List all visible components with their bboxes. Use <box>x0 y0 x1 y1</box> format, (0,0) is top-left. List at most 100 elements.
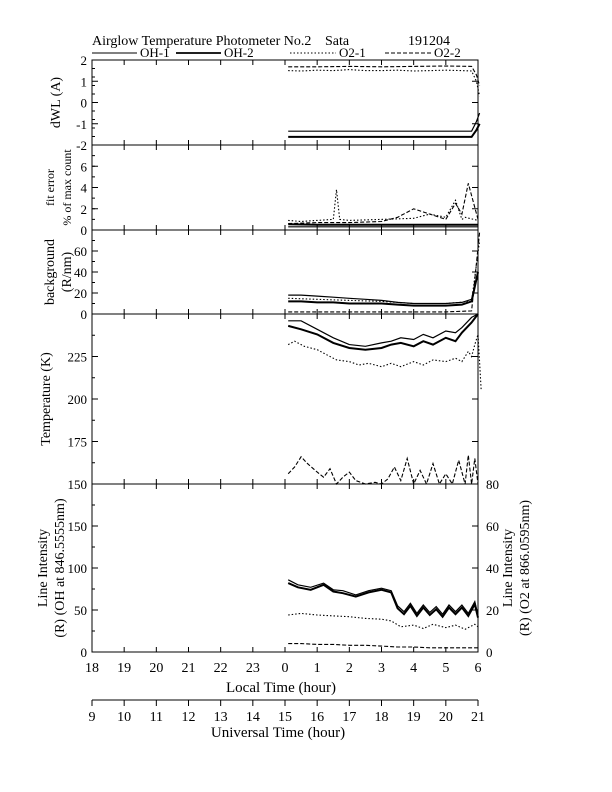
y-axis-label: fit error% of max count <box>43 149 74 226</box>
y-tick-label: 2 <box>81 53 88 68</box>
series-oh-2 <box>288 123 481 138</box>
y-tick-label: -1 <box>76 117 87 132</box>
universal-time-tick-label: 15 <box>278 710 292 725</box>
y-axis-label-line: (R/nm) <box>60 251 75 292</box>
panel-frame <box>91 59 479 146</box>
panel-dwl: 2 1 0 -1 -2 dWL (A) <box>49 53 481 153</box>
y-axis-label-line: fit error <box>43 169 57 206</box>
y-axis-label-line: background <box>43 239 58 305</box>
y-axis-label: Line Intensity (R) (OH at 846.5555nm) <box>36 498 68 638</box>
y-tick-label: 2 <box>81 202 88 217</box>
panel-frame <box>91 229 479 315</box>
y-tick-label: 60 <box>74 244 87 259</box>
y-tick-label: 0 <box>81 307 88 322</box>
y-tick-label: 100 <box>68 561 88 576</box>
panel-fit_error: 6 4 2 0 fit error% of max count <box>43 144 479 238</box>
local-time-tick-label: 3 <box>378 661 385 676</box>
y-tick-label: 4 <box>81 181 88 196</box>
universal-time-tick-label: 14 <box>246 710 260 725</box>
y-right-tick-label: 80 <box>486 477 499 492</box>
y-tick-label: 0 <box>81 223 88 238</box>
y-tick-label: -2 <box>76 138 87 153</box>
panel-temperature: 225 200 175 150 Temperature (K) <box>39 313 482 492</box>
universal-time-tick-label: 13 <box>214 710 228 725</box>
y-tick-label: 0 <box>81 96 88 111</box>
series-oh-2 <box>287 582 479 619</box>
panel-frame <box>91 144 479 231</box>
series-o2-1 <box>288 69 481 97</box>
legend-label-oh2: OH-2 <box>224 45 254 60</box>
y-right-axis-label-line: Line Intensity <box>501 529 516 607</box>
local-time-tick-label: 6 <box>475 661 482 676</box>
y-tick-label: 175 <box>68 435 88 450</box>
series-oh-1 <box>288 313 479 347</box>
y-tick-label: 200 <box>68 392 88 407</box>
local-time-tick-label: 4 <box>410 661 417 676</box>
local-time-tick-label: 20 <box>149 661 163 676</box>
y-tick-label: 40 <box>74 265 87 280</box>
series-o2-1 <box>288 612 479 630</box>
y-axis-label-line: % of max count <box>60 149 74 226</box>
local-time-tick-label: 5 <box>442 661 449 676</box>
universal-time-tick-label: 17 <box>342 710 356 725</box>
y-tick-label: 150 <box>68 519 88 534</box>
y-axis-label: dWL (A) <box>49 77 64 129</box>
y-tick-label: 1 <box>81 74 88 89</box>
y-right-tick-label: 20 <box>486 603 499 618</box>
y-tick-label: 50 <box>74 603 87 618</box>
legend-label-o22: O2-2 <box>434 45 461 60</box>
panel-frame <box>91 313 479 485</box>
series-oh-1 <box>288 112 481 132</box>
universal-time-tick-label: 20 <box>439 710 453 725</box>
y-tick-label: 0 <box>81 645 88 660</box>
series-oh-2 <box>288 271 479 307</box>
y-right-axis-label-line: (R) (O2 at 866.0595nm) <box>518 500 533 636</box>
y-axis-label: Temperature (K) <box>39 352 54 446</box>
chart-title: Airglow Temperature Photometer No.2 <box>92 34 311 49</box>
series-oh-2 <box>287 313 479 351</box>
legend-label-oh1: OH-1 <box>140 45 170 60</box>
local-time-tick-label: 19 <box>117 661 131 676</box>
local-time-tick-label: 22 <box>214 661 228 676</box>
universal-time-tick-label: 10 <box>117 710 131 725</box>
legend-label-o21: O2-1 <box>339 45 366 60</box>
y-right-tick-label: 0 <box>486 645 493 660</box>
local-time-tick-label: 18 <box>85 661 99 676</box>
panel-background: 60 40 20 0 background (R/nm) <box>43 229 481 322</box>
series-oh-1 <box>287 579 479 616</box>
local-time-tick-label: 23 <box>246 661 260 676</box>
universal-time-tick-label: 18 <box>375 710 389 725</box>
site-name: Sata <box>325 34 350 49</box>
local-time-tick-label: 2 <box>346 661 353 676</box>
y-tick-label: 6 <box>81 159 88 174</box>
local-time-tick-label: 1 <box>314 661 321 676</box>
legend: OH-1 OH-2 O2-1 O2-2 <box>92 45 461 60</box>
local-time-tick-label: 21 <box>182 661 196 676</box>
universal-time-tick-label: 16 <box>310 710 324 725</box>
universal-time-tick-label: 12 <box>182 710 196 725</box>
universal-time-tick-label: 21 <box>471 710 485 725</box>
series-o2-2 <box>287 455 479 486</box>
y-axis-label-line: Line Intensity <box>36 529 51 607</box>
series-oh-2 <box>288 223 478 226</box>
y-tick-label: 225 <box>68 350 88 365</box>
y-axis-label: background (R/nm) <box>43 239 75 305</box>
series-o2-1 <box>287 334 482 391</box>
series-oh-1 <box>288 273 479 305</box>
date-label: 191204 <box>408 34 450 49</box>
y-right-tick-label: 40 <box>486 561 499 576</box>
series-o2-2 <box>288 643 478 649</box>
y-tick-label: 150 <box>68 477 88 492</box>
universal-time-tick-label: 9 <box>89 710 96 725</box>
y-right-tick-label: 60 <box>486 519 499 534</box>
universal-time-tick-label: 11 <box>150 710 163 725</box>
universal-time-label: Universal Time (hour) <box>211 725 345 741</box>
y-axis-label-line: (R) (OH at 846.5555nm) <box>53 498 68 638</box>
universal-time-tick-label: 19 <box>407 710 421 725</box>
series-o2-2 <box>288 232 481 313</box>
series-o2-2 <box>288 183 479 225</box>
